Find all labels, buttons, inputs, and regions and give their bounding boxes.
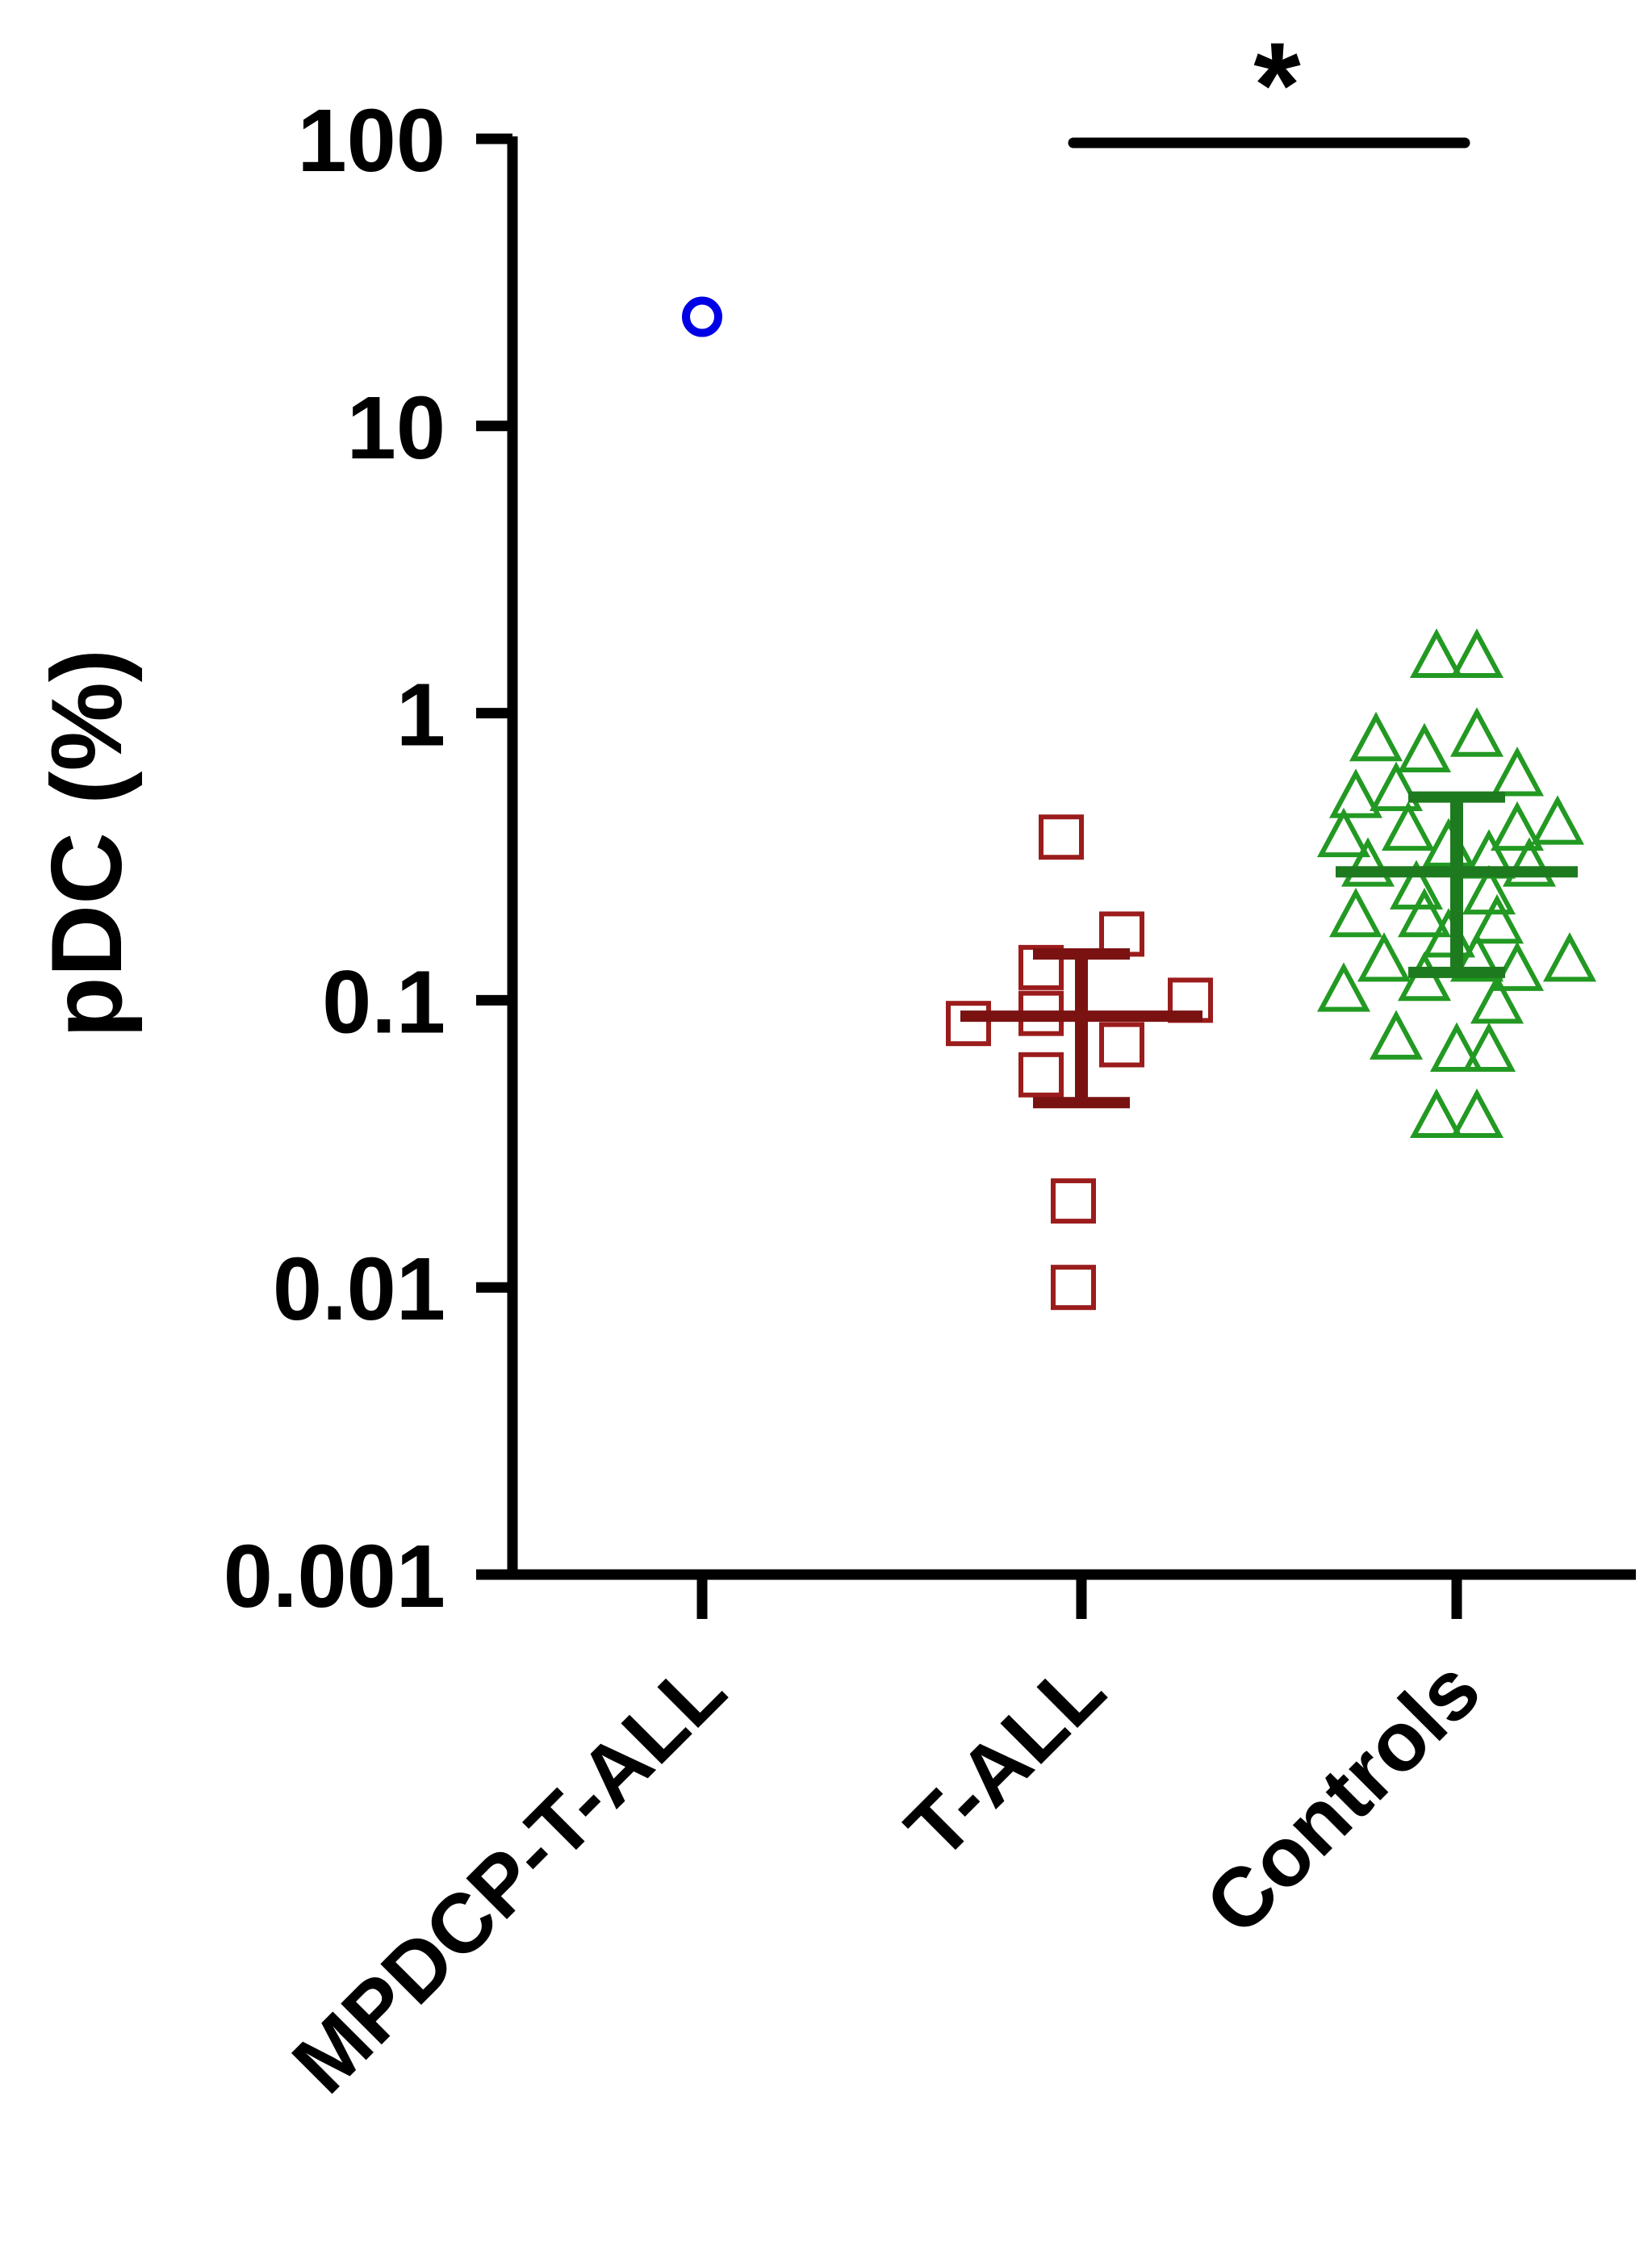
data-point-triangle [1316, 962, 1371, 1012]
data-point-triangle [1449, 628, 1504, 678]
data-point-square [946, 1001, 991, 1047]
data-point-triangle [1328, 768, 1383, 818]
data-point-triangle [1449, 1088, 1504, 1138]
data-point-triangle [1470, 893, 1524, 944]
data-point-triangle [1421, 818, 1476, 868]
y-tick-label: 1 [396, 666, 445, 765]
data-point-square [1099, 1022, 1144, 1068]
y-tick-label: 10 [347, 379, 445, 478]
x-tick-label: Controls [1188, 1642, 1498, 1952]
data-point-triangle [1328, 887, 1383, 938]
y-tick-label: 0.001 [224, 1527, 445, 1626]
data-point-triangle [1490, 747, 1545, 797]
data-point-triangle [1449, 707, 1504, 757]
significance-marker: * [1253, 17, 1301, 153]
data-point-square [1099, 911, 1144, 957]
data-point-circle [682, 296, 722, 337]
data-point-triangle [1369, 761, 1424, 811]
y-tick-label: 0.1 [322, 952, 445, 1052]
data-point-triangle [1470, 974, 1524, 1024]
data-point-triangle [1316, 807, 1371, 858]
data-point-triangle [1357, 932, 1412, 982]
data-point-square [1051, 1265, 1096, 1311]
y-tick-label: 100 [297, 91, 445, 190]
median-iqr-bars [960, 791, 1578, 1109]
y-axis-label: pDC (%) [31, 649, 143, 1038]
data-point-triangle [1429, 1022, 1484, 1072]
data-point-triangle [1340, 837, 1395, 887]
data-point-triangle [1381, 801, 1436, 851]
data-point-triangle [1349, 711, 1403, 762]
significance-annotation: * [1068, 17, 1470, 153]
x-tick-label: T-ALL [889, 1642, 1123, 1876]
data-point-triangle [1397, 887, 1452, 938]
data-point-triangle [1369, 1010, 1424, 1060]
data-point-square [1018, 1052, 1064, 1098]
data-point-triangle [1409, 1088, 1464, 1138]
data-point-triangle [1490, 941, 1545, 991]
x-axis-ticks: MPDCP-T-ALL T-ALL Controls [275, 1575, 1498, 2111]
data-point-triangle [1530, 795, 1585, 845]
data-point-square [1018, 944, 1064, 990]
x-tick-label: MPDCP-T-ALL [275, 1642, 743, 2110]
data-point-triangle [1397, 722, 1452, 773]
data-point-triangle [1409, 628, 1464, 678]
data-point-triangle [1502, 837, 1557, 887]
data-points [682, 296, 1597, 1311]
data-point-triangle [1490, 801, 1545, 851]
y-axis-ticks: 0.001 0.01 0.1 1 10 100 [224, 91, 512, 1626]
y-tick-label: 0.01 [273, 1240, 445, 1339]
data-point-square [1039, 814, 1084, 860]
data-point-triangle [1462, 1022, 1516, 1072]
data-point-triangle [1449, 932, 1504, 982]
data-point-triangle [1542, 932, 1597, 982]
data-point-square [1051, 1178, 1096, 1224]
